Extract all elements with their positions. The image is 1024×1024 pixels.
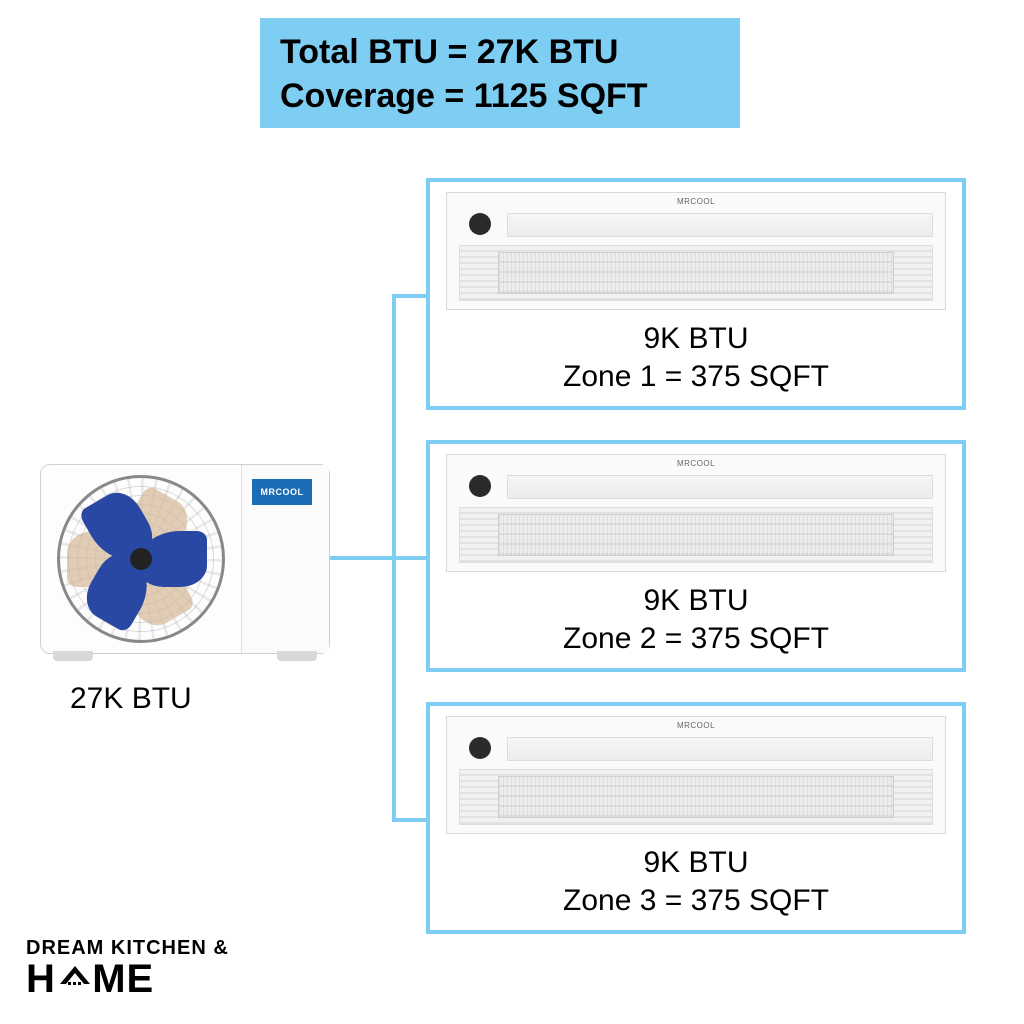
zone-btu-label: 9K BTU — [446, 322, 946, 356]
brand-footer: DREAM KITCHEN & H ME — [26, 937, 229, 998]
summary-box: Total BTU = 27K BTU Coverage = 1125 SQFT — [260, 18, 740, 128]
condenser-side-panel: MRCOOL — [241, 465, 329, 653]
fan-grille-icon — [57, 475, 225, 643]
zone-btu-label: 9K BTU — [446, 846, 946, 880]
fan-blades-icon — [66, 484, 216, 634]
cassette-unit-icon: MRCOOL — [446, 716, 946, 834]
connector-line — [330, 556, 394, 560]
zone-box-3: MRCOOL 9K BTU Zone 3 = 375 SQFT — [426, 702, 966, 934]
condenser-unit: MRCOOL — [40, 464, 330, 674]
cassette-unit-icon: MRCOOL — [446, 454, 946, 572]
zone-btu-label: 9K BTU — [446, 584, 946, 618]
zone-coverage-label: Zone 2 = 375 SQFT — [446, 622, 946, 656]
zone-box-2: MRCOOL 9K BTU Zone 2 = 375 SQFT — [426, 440, 966, 672]
total-btu-text: Total BTU = 27K BTU — [280, 30, 720, 74]
connector-line — [392, 294, 430, 298]
sensor-dot-icon — [469, 475, 491, 497]
zone-coverage-label: Zone 3 = 375 SQFT — [446, 884, 946, 918]
connector-line — [392, 818, 430, 822]
brand-line2: H ME — [26, 960, 229, 998]
coverage-text: Coverage = 1125 SQFT — [280, 74, 720, 118]
cassette-brand: MRCOOL — [677, 459, 715, 468]
brand-line2-prefix: H — [26, 957, 56, 1001]
condenser-label: 27K BTU — [70, 682, 192, 716]
cassette-unit-icon: MRCOOL — [446, 192, 946, 310]
sensor-dot-icon — [469, 213, 491, 235]
brand-badge: MRCOOL — [252, 479, 312, 505]
brand-line2-suffix: ME — [92, 957, 154, 1001]
connector-line — [392, 556, 430, 560]
cassette-brand: MRCOOL — [677, 197, 715, 206]
cassette-brand: MRCOOL — [677, 721, 715, 730]
condenser-body: MRCOOL — [40, 464, 330, 654]
zone-coverage-label: Zone 1 = 375 SQFT — [446, 360, 946, 394]
house-roof-icon — [56, 960, 92, 998]
sensor-dot-icon — [469, 737, 491, 759]
condenser-feet — [53, 651, 317, 663]
zone-box-1: MRCOOL 9K BTU Zone 1 = 375 SQFT — [426, 178, 966, 410]
condenser-fan-area — [41, 465, 241, 653]
